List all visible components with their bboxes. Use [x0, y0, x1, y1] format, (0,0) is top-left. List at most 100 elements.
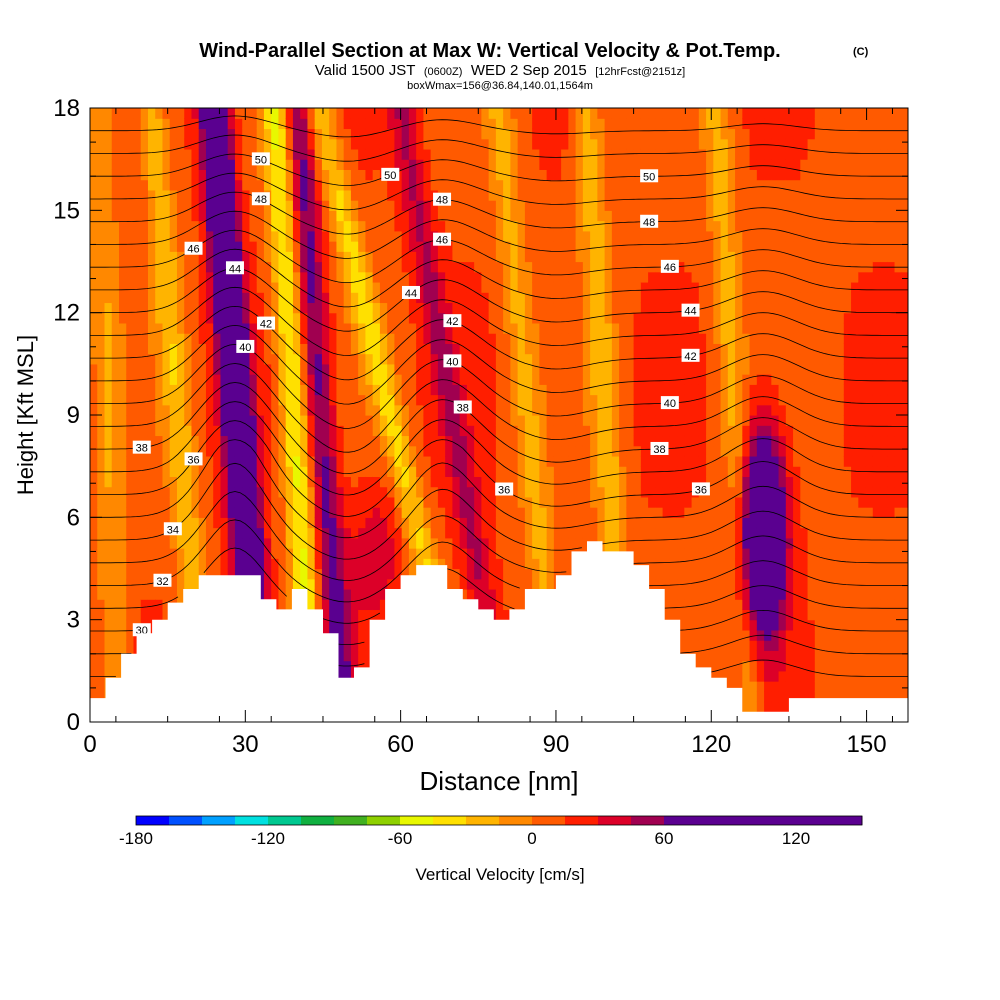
velocity-cell [358, 159, 367, 170]
velocity-cell [155, 496, 164, 508]
velocity-cell [249, 302, 258, 314]
velocity-cell [387, 302, 396, 314]
velocity-cell [104, 353, 113, 365]
velocity-cell [503, 159, 511, 170]
velocity-cell [90, 230, 98, 242]
velocity-cell [97, 650, 106, 662]
velocity-cell [684, 189, 693, 201]
velocity-cell [466, 384, 475, 396]
velocity-cell [198, 138, 207, 150]
velocity-cell [97, 271, 106, 283]
velocity-cell [590, 343, 598, 355]
velocity-cell [184, 159, 193, 170]
velocity-cell [191, 251, 200, 263]
velocity-cell [292, 271, 301, 283]
velocity-cell [162, 486, 171, 498]
velocity-cell [358, 568, 367, 580]
velocity-cell [314, 200, 323, 211]
velocity-cell [401, 527, 410, 539]
velocity-cell [459, 189, 468, 201]
velocity-cell [626, 159, 635, 170]
velocity-cell [292, 138, 301, 150]
velocity-cell [408, 189, 417, 201]
velocity-cell [669, 445, 678, 457]
velocity-cell [358, 425, 367, 437]
velocity-cell [307, 292, 316, 304]
velocity-cell [256, 507, 265, 518]
velocity-cell [140, 486, 149, 498]
velocity-cell [619, 189, 627, 201]
velocity-cell [416, 435, 425, 447]
velocity-cell [104, 343, 113, 355]
velocity-cell [271, 200, 280, 211]
velocity-cell [213, 435, 222, 447]
velocity-cell [524, 261, 533, 273]
velocity-cell [184, 415, 193, 426]
velocity-cell [379, 517, 388, 529]
velocity-cell [474, 312, 482, 324]
velocity-cell [191, 281, 200, 293]
velocity-cell [532, 271, 540, 283]
velocity-cell [278, 241, 287, 252]
velocity-cell [430, 343, 439, 355]
velocity-cell [495, 353, 504, 365]
velocity-cell [118, 281, 127, 293]
velocity-cell [655, 404, 664, 416]
velocity-cell [387, 374, 396, 385]
velocity-cell [140, 455, 149, 467]
velocity-cell [611, 445, 620, 457]
velocity-cell [582, 159, 591, 170]
velocity-cell [524, 548, 533, 559]
velocity-cell [452, 210, 461, 222]
velocity-cell [314, 281, 323, 293]
velocity-cell [626, 333, 635, 344]
velocity-cell [379, 445, 388, 457]
velocity-cell [510, 496, 519, 508]
velocity-cell [242, 486, 251, 498]
velocity-cell [350, 148, 359, 160]
velocity-cell [452, 128, 461, 140]
velocity-cell [198, 425, 207, 437]
velocity-cell [445, 118, 454, 130]
velocity-cell [408, 384, 417, 396]
velocity-cell [503, 343, 511, 355]
velocity-cell [669, 517, 678, 529]
velocity-cell [648, 363, 656, 375]
velocity-cell [285, 517, 294, 529]
velocity-cell [126, 496, 135, 508]
velocity-cell [561, 210, 569, 222]
velocity-cell [126, 486, 135, 498]
velocity-cell [220, 486, 229, 498]
velocity-cell [329, 578, 338, 590]
velocity-cell [292, 496, 301, 508]
velocity-cell [198, 322, 207, 334]
velocity-cell [300, 374, 309, 385]
velocity-cell [466, 292, 475, 304]
velocity-cell [307, 578, 316, 590]
velocity-cell [452, 425, 461, 437]
velocity-cell [408, 353, 417, 365]
velocity-cell [430, 384, 439, 396]
velocity-cell [532, 486, 540, 498]
velocity-cell [503, 230, 511, 242]
velocity-cell [147, 619, 156, 631]
velocity-cell [336, 138, 345, 150]
velocity-cell [669, 281, 678, 293]
velocity-cell [278, 138, 287, 150]
velocity-cell [655, 476, 664, 488]
velocity-cell [459, 271, 468, 283]
velocity-cell [611, 353, 620, 365]
velocity-cell [140, 281, 149, 293]
velocity-cell [561, 302, 569, 314]
velocity-cell [539, 302, 548, 314]
velocity-cell [350, 466, 359, 477]
velocity-cell [640, 302, 649, 314]
velocity-cell [227, 179, 236, 191]
velocity-cell [481, 476, 490, 488]
velocity-cell [524, 507, 533, 518]
velocity-cell [126, 415, 135, 426]
velocity-cell [568, 302, 577, 314]
velocity-cell [176, 507, 185, 518]
velocity-cell [416, 507, 425, 518]
velocity-cell [452, 558, 461, 570]
